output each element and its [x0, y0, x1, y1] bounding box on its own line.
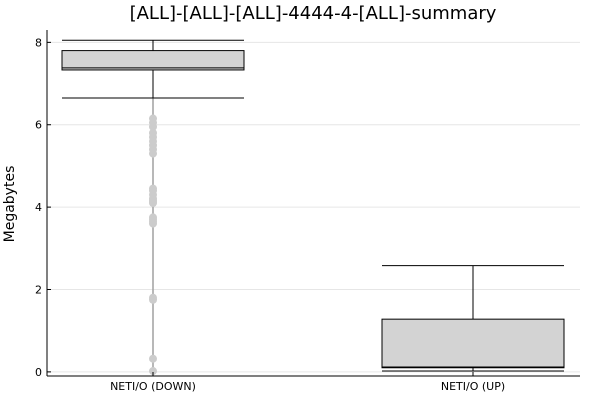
x-tick-label-down: NETI/O (DOWN) — [110, 380, 196, 393]
y-tick-label-6: 6 — [35, 119, 42, 132]
outlier-point-down-3 — [149, 293, 157, 302]
outlier-point-down-1 — [149, 354, 157, 363]
y-axis-label: Megabytes — [2, 166, 18, 243]
outlier-point-down-22 — [149, 114, 157, 123]
outlier-point-down-7 — [149, 213, 157, 222]
axis-layer: 0 2 4 6 8 NETI/O (DOWN) NETI/O (UP) — [35, 30, 580, 393]
y-tick-label-0: 0 — [35, 366, 42, 379]
box-down — [61, 50, 245, 71]
data-layer — [61, 39, 565, 376]
outlier-point-down-0 — [149, 367, 157, 376]
box-up — [381, 318, 565, 369]
x-tick-label-up: NETI/O (UP) — [441, 380, 505, 393]
grid-layer — [47, 41, 580, 373]
outlier-point-down-19 — [149, 128, 157, 137]
chart-title: [ALL]-[ALL]-[ALL]-4444-4-[ALL]-summary — [130, 3, 497, 24]
y-tick-label-8: 8 — [35, 36, 42, 49]
y-tick-label-2: 2 — [35, 284, 42, 297]
y-tick-label-4: 4 — [35, 201, 42, 214]
outlier-point-down-13 — [149, 184, 157, 193]
